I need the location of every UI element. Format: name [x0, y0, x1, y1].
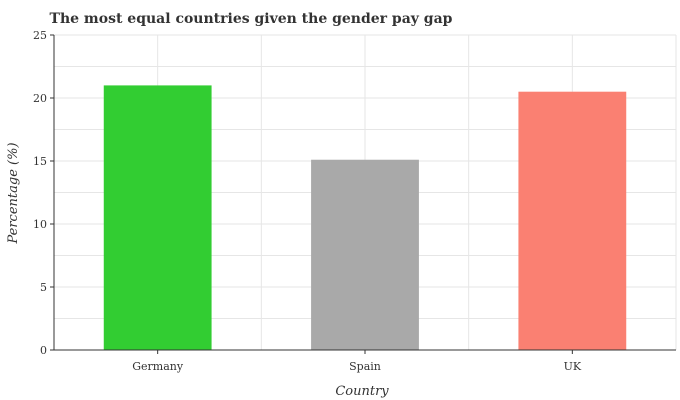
y-ticks: 0 5 10 15 20 25	[33, 29, 54, 357]
y-axis-label: Percentage (%)	[6, 142, 21, 244]
y-tick-label: 10	[33, 218, 47, 231]
y-tick-label: 0	[40, 344, 47, 357]
y-tick-label: 5	[40, 281, 47, 294]
x-axis-label: Country	[335, 384, 389, 399]
x-tick-label: Spain	[349, 360, 381, 373]
bar-spain	[311, 159, 419, 350]
bar-germany	[103, 85, 212, 351]
x-ticks: Germany Spain UK	[54, 349, 676, 373]
y-tick-label: 25	[33, 29, 47, 42]
bars	[103, 85, 627, 351]
y-tick-label: 15	[33, 155, 47, 168]
y-tick-label: 20	[33, 92, 47, 105]
x-tick-label: UK	[564, 360, 582, 373]
chart-title: The most equal countries given the gende…	[50, 11, 453, 27]
x-tick-label: Germany	[132, 360, 184, 373]
bar-uk	[518, 91, 627, 350]
